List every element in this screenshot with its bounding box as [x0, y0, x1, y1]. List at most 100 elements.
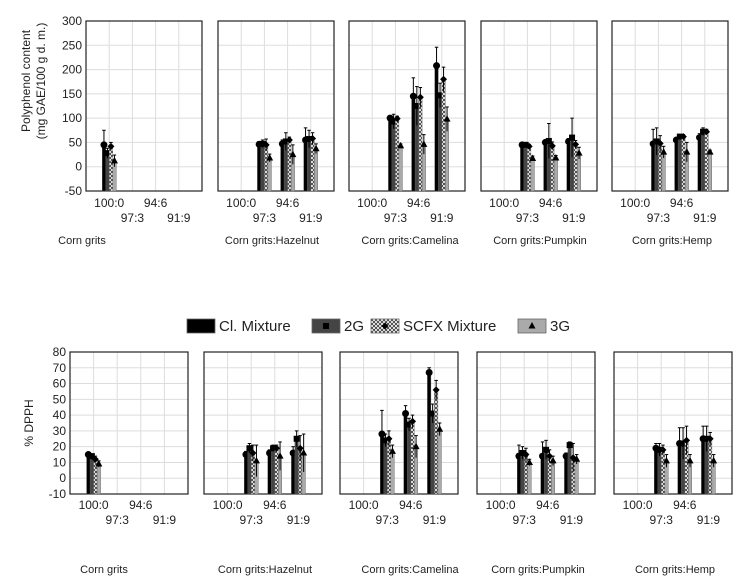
bar: [310, 138, 315, 192]
data-point: [552, 153, 560, 161]
data-point: [390, 118, 397, 125]
x-tick-label: 91:9: [287, 513, 311, 527]
panel-label: Corn grits:Camelina: [361, 564, 459, 576]
x-tick-label: 94:6: [263, 498, 287, 512]
data-point: [110, 156, 118, 164]
y-tick-label: 200: [62, 63, 82, 77]
x-tick-label: 91:9: [167, 211, 191, 225]
y-tick-label: 40: [53, 408, 67, 422]
bar: [567, 444, 572, 495]
bar: [681, 136, 686, 192]
bar: [674, 139, 679, 192]
data-point: [660, 148, 668, 155]
bar: [260, 143, 265, 192]
panel-frame: [203, 351, 323, 495]
legend-label: 3G: [550, 318, 570, 335]
data-point: [706, 435, 714, 443]
data-point: [382, 437, 389, 444]
bar: [697, 137, 702, 192]
data-point: [706, 148, 714, 155]
legend-marker: [323, 323, 329, 329]
bar: [271, 448, 275, 495]
data-point: [393, 115, 401, 123]
data-point: [100, 141, 108, 149]
bar: [398, 145, 403, 192]
data-point: [443, 115, 451, 122]
x-tick-label: 94:6: [539, 196, 563, 210]
bar: [708, 151, 712, 192]
panel: 100:097:394:691:9 Corn grits:Hemp: [611, 20, 729, 247]
data-point: [549, 456, 557, 464]
bar: [527, 462, 532, 495]
legend-swatch: [186, 318, 216, 334]
y-tick-label: 30: [53, 424, 67, 438]
bar: [264, 144, 269, 192]
panel-label: Corn grits:Hemp: [635, 564, 715, 576]
data-point: [679, 133, 687, 141]
panel: 100:097:394:691:9 Corn grits:Pumpkin: [476, 351, 596, 576]
y-tick-label: 300: [62, 14, 82, 28]
bar: [257, 144, 262, 192]
data-point: [378, 430, 386, 438]
panel: 100:097:394:691:9 Corn grits:Camelina: [348, 20, 466, 247]
data-point: [413, 103, 420, 109]
y-tick-label: 100: [62, 111, 82, 125]
data-point: [575, 149, 583, 156]
y-tick-label: 20: [53, 440, 67, 454]
bar: [314, 148, 318, 192]
y-tick-label: 150: [62, 87, 82, 101]
x-tick-label: 91:9: [697, 513, 721, 527]
bar: [523, 144, 528, 192]
bar: [550, 145, 555, 192]
data-point: [409, 92, 417, 100]
data-point: [522, 141, 529, 148]
x-tick-label: 100:0: [226, 196, 256, 210]
data-point: [266, 153, 274, 161]
x-tick-label: 100:0: [349, 498, 379, 512]
x-tick-label: 94:6: [673, 498, 697, 512]
bar: [105, 152, 110, 192]
data-point: [525, 458, 533, 465]
bar: [96, 463, 101, 495]
x-tick-label: 97:3: [253, 211, 277, 225]
x-tick-label: 94:6: [399, 498, 423, 512]
bar: [434, 389, 439, 495]
data-point: [273, 444, 281, 452]
data-point: [566, 442, 573, 449]
bar: [566, 141, 571, 192]
bar: [267, 452, 272, 495]
data-point: [680, 440, 687, 447]
bar: [434, 65, 439, 192]
data-point: [525, 142, 533, 150]
bar: [390, 451, 395, 495]
x-tick-label: 94:6: [536, 498, 560, 512]
data-point: [432, 386, 440, 394]
bar: [391, 121, 396, 192]
x-tick-label: 97:3: [240, 513, 264, 527]
data-point: [686, 456, 694, 464]
data-point: [440, 75, 448, 83]
y-tick-label: 50: [69, 135, 83, 149]
x-tick-label: 97:3: [384, 211, 408, 225]
x-tick-label: 91:9: [560, 513, 584, 527]
bar: [243, 454, 248, 495]
data-point: [306, 136, 313, 143]
data-point: [309, 135, 317, 143]
data-point: [546, 452, 554, 460]
chart-polyphenol: Polyphenol content (mg GAE/100 g d. m.) -5…: [19, 14, 729, 247]
x-tick-label: 94:6: [276, 196, 300, 210]
data-point: [388, 447, 396, 454]
panel: 100:097:394:691:9 Corn grits:Camelina: [339, 351, 459, 576]
bar: [280, 143, 285, 192]
panel-frame: [85, 20, 203, 192]
data-point: [293, 435, 300, 442]
bar: [573, 144, 578, 192]
legend: Cl. Mixture 2G SCFX Mixture 3G: [186, 318, 570, 335]
x-tick-label: 97:3: [647, 211, 671, 225]
x-tick-label: 100:0: [486, 498, 516, 512]
panel-frame: [611, 20, 729, 192]
legend-label: SCFX Mixture: [403, 318, 496, 335]
data-point: [412, 442, 420, 450]
bar: [527, 146, 532, 192]
bar: [564, 455, 569, 495]
